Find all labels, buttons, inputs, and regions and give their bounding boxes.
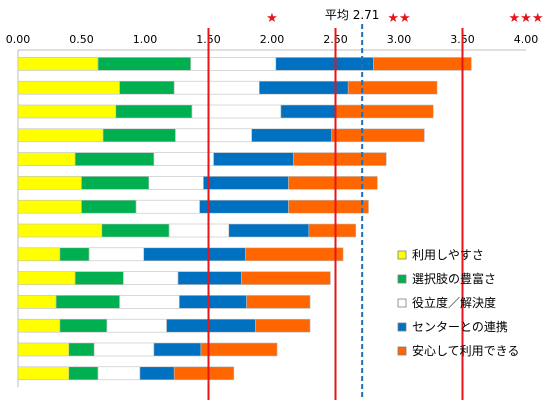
bar-segment <box>123 271 179 285</box>
bar-segment <box>88 247 145 262</box>
bar-segment <box>280 104 336 119</box>
x-tick-label: 3.00 <box>387 33 412 46</box>
bar-segment <box>241 271 331 285</box>
bar-segment <box>59 247 90 262</box>
x-tick-label: 0.00 <box>6 33 31 46</box>
bar-segment <box>119 80 175 95</box>
bar-segment <box>308 223 357 238</box>
bar-segment <box>68 366 99 381</box>
bar-segment <box>17 57 99 71</box>
bar-segment <box>17 80 120 95</box>
bar-segment <box>148 176 204 190</box>
bar-segment <box>177 271 242 285</box>
bar-segment <box>139 366 175 381</box>
bar-segment <box>373 57 472 71</box>
bar-segment <box>246 295 311 309</box>
bar-segment <box>17 223 103 238</box>
bar-segment <box>178 295 247 309</box>
bar-segment <box>203 176 289 190</box>
bar-segment <box>17 199 82 214</box>
bar-segment <box>97 366 141 381</box>
x-tick-label: 0.50 <box>69 33 94 46</box>
bar-segment <box>331 128 425 143</box>
bar-segment <box>106 318 167 333</box>
bar-segment <box>59 318 108 333</box>
legend-swatch <box>397 250 407 260</box>
bar-segment <box>135 199 200 214</box>
bar-segment <box>190 57 277 71</box>
bar-segment <box>245 247 344 262</box>
legend-label: 利用しやすさ <box>412 248 484 262</box>
legend-label: 安心して利用できる <box>412 343 519 358</box>
bar-segment <box>199 199 289 214</box>
bar-segment <box>55 295 120 309</box>
bar-segment <box>74 271 124 285</box>
legend-swatch <box>397 274 407 284</box>
bar-segment <box>97 57 192 71</box>
legend-label: センターとの連携 <box>412 319 508 334</box>
bar-segment <box>335 104 434 119</box>
bar-segment <box>102 128 176 143</box>
bar-segment <box>17 295 57 309</box>
bar-segment <box>288 176 378 190</box>
star-marker: ★★★ <box>509 11 544 26</box>
star-marker: ★★ <box>387 11 410 26</box>
bar-segment <box>81 176 150 190</box>
bar-segment <box>17 152 76 166</box>
legend-swatch <box>397 322 407 332</box>
bar-segment <box>81 199 137 214</box>
bar-segment <box>288 199 369 214</box>
x-tick-label: 1.00 <box>133 33 158 46</box>
bar-segment <box>115 104 193 119</box>
bar-segment <box>175 128 252 143</box>
bar-segment <box>17 128 104 143</box>
bar-segment <box>101 223 170 238</box>
bar-segment <box>17 176 82 190</box>
bar-segment <box>119 295 180 309</box>
bar-segment <box>173 80 260 95</box>
legend-label: 役立度／解決度 <box>412 295 496 310</box>
bar-segment <box>17 366 70 381</box>
bar-segment <box>255 318 311 333</box>
bar-segment <box>17 271 76 285</box>
legend-swatch <box>397 298 407 308</box>
bar-segment <box>251 128 332 143</box>
bar-segment <box>17 104 117 119</box>
bar-segment <box>93 342 155 357</box>
bar-segment <box>347 80 438 95</box>
bar-segment <box>213 152 294 166</box>
x-tick-label: 4.00 <box>514 33 539 46</box>
bar-segment <box>293 152 387 166</box>
bar-segment <box>166 318 256 333</box>
bar-segment <box>153 152 214 166</box>
bar-segment <box>74 152 155 166</box>
star-marker: ★ <box>266 11 278 26</box>
bar-segment <box>168 223 230 238</box>
x-tick-label: 2.00 <box>260 33 285 46</box>
bar-segment <box>68 342 95 357</box>
average-label: 平均 2.71 <box>325 8 380 22</box>
bar-segment <box>143 247 246 262</box>
bar-segment <box>173 366 235 381</box>
legend-swatch <box>397 346 407 356</box>
bar-segment <box>191 104 282 119</box>
bar-segment <box>153 342 202 357</box>
legend-label: 選択肢の豊富さ <box>412 271 496 286</box>
bar-segment <box>17 342 70 357</box>
bar-segment <box>275 57 374 71</box>
bar-segment <box>17 247 61 262</box>
bar-segment <box>228 223 310 238</box>
bar-segment <box>17 318 61 333</box>
bar-segment <box>200 342 278 357</box>
